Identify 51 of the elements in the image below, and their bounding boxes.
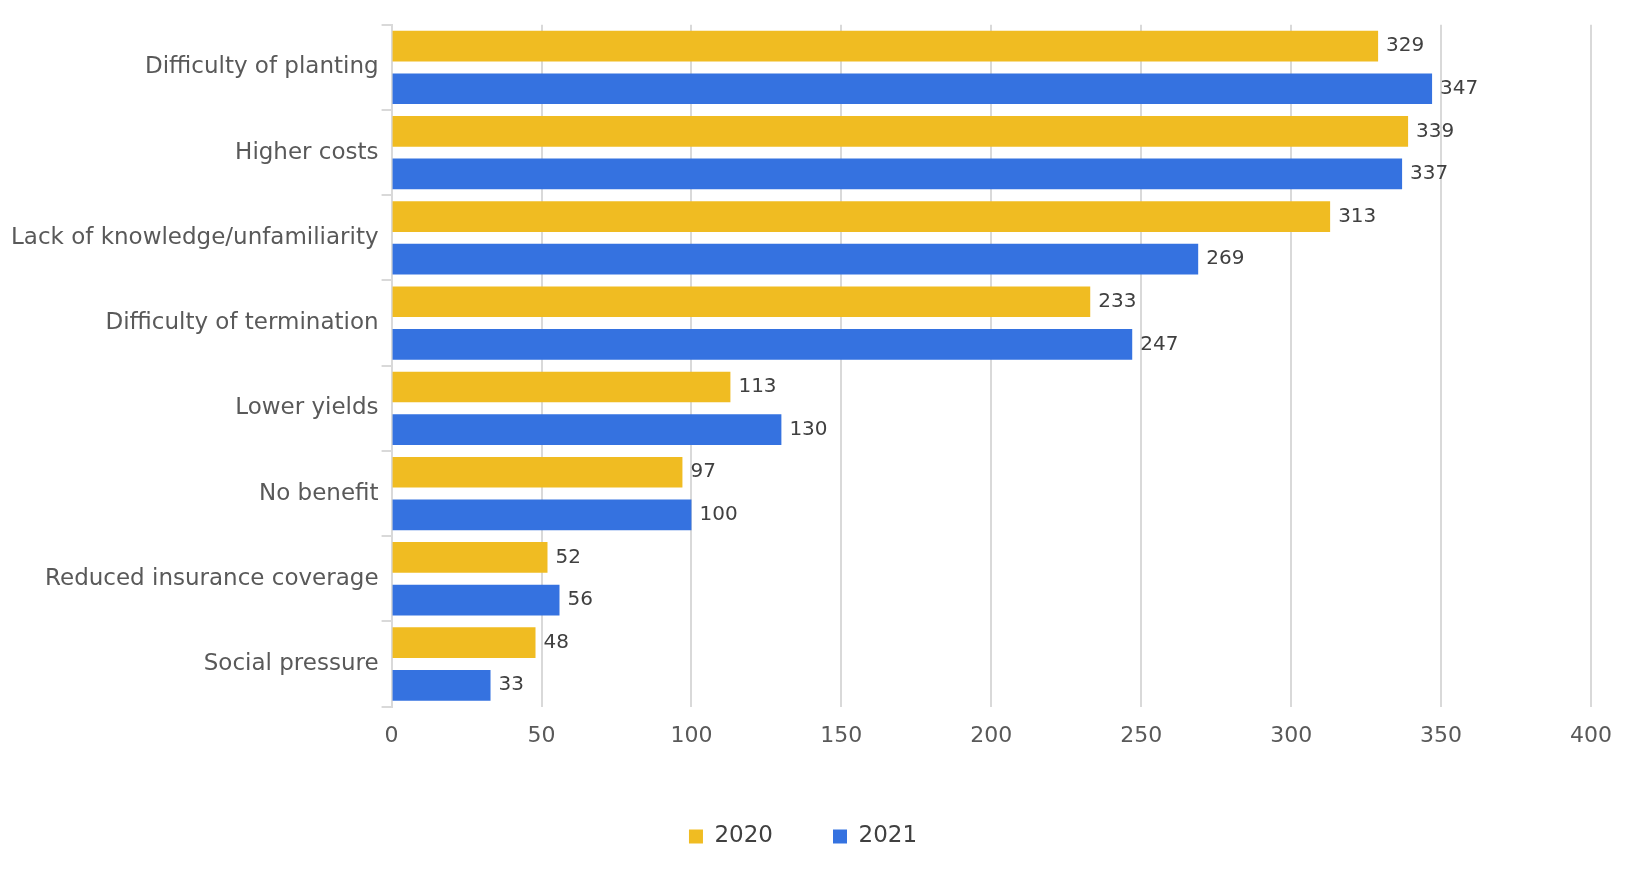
y-tick-label: Difficulty of termination bbox=[105, 308, 379, 335]
data-label: 337 bbox=[1410, 160, 1449, 185]
y-tick-label: Difficulty of planting bbox=[144, 52, 379, 79]
bar bbox=[392, 627, 536, 659]
x-tick-label: 350 bbox=[1420, 721, 1463, 747]
bar bbox=[392, 286, 1091, 318]
bar bbox=[392, 669, 491, 701]
bar bbox=[392, 584, 560, 616]
bar bbox=[392, 414, 782, 445]
data-label: 247 bbox=[1140, 330, 1179, 355]
x-tick-label: 0 bbox=[384, 721, 399, 747]
y-tick-label: Higher costs bbox=[235, 137, 379, 164]
bar bbox=[392, 329, 1133, 360]
bar bbox=[392, 158, 1403, 190]
data-label: 100 bbox=[699, 501, 738, 526]
data-label: 97 bbox=[690, 458, 716, 483]
bar bbox=[392, 456, 683, 488]
x-tick-label: 300 bbox=[1270, 721, 1313, 747]
data-label: 56 bbox=[567, 586, 593, 611]
data-label: 113 bbox=[738, 373, 777, 398]
x-tick-label: 50 bbox=[527, 721, 556, 747]
bar bbox=[392, 371, 731, 403]
data-label: 339 bbox=[1416, 117, 1455, 142]
y-tick-label: Reduced insurance coverage bbox=[45, 563, 379, 590]
y-tick-label: Lower yields bbox=[235, 393, 379, 420]
bar bbox=[392, 30, 1379, 62]
bar bbox=[392, 499, 692, 531]
bar bbox=[392, 243, 1199, 275]
data-label: 347 bbox=[1440, 74, 1479, 99]
bar bbox=[392, 542, 548, 573]
data-label: 329 bbox=[1386, 32, 1425, 57]
legend-label: 2020 bbox=[714, 821, 774, 848]
data-label: 33 bbox=[498, 671, 524, 696]
bar bbox=[392, 73, 1433, 105]
x-tick-label: 400 bbox=[1570, 721, 1612, 747]
data-label: 269 bbox=[1206, 245, 1245, 270]
data-label: 313 bbox=[1338, 202, 1377, 227]
legend-label: 2021 bbox=[858, 821, 918, 848]
bar bbox=[392, 115, 1409, 147]
data-label: 52 bbox=[555, 543, 581, 568]
x-tick-label: 250 bbox=[1120, 721, 1163, 747]
data-label: 48 bbox=[543, 628, 569, 653]
y-tick-label: Social pressure bbox=[203, 648, 379, 675]
bar bbox=[392, 201, 1331, 232]
x-tick-label: 100 bbox=[670, 721, 713, 747]
x-tick-label: 200 bbox=[970, 721, 1013, 747]
y-tick-label: No benefit bbox=[259, 478, 379, 505]
data-label: 233 bbox=[1098, 287, 1137, 312]
data-label: 130 bbox=[789, 415, 828, 440]
y-tick-label: Lack of knowledge/unfamiliarity bbox=[11, 222, 379, 249]
x-tick-label: 150 bbox=[820, 721, 863, 747]
